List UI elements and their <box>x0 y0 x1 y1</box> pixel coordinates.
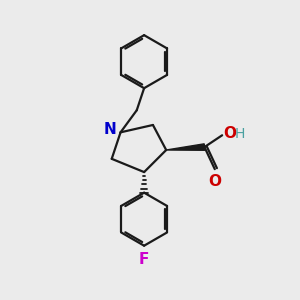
Text: O: O <box>224 126 237 141</box>
Text: O: O <box>208 174 221 189</box>
Polygon shape <box>166 144 205 150</box>
Text: F: F <box>139 252 149 267</box>
Text: H: H <box>235 127 245 141</box>
Text: N: N <box>103 122 116 137</box>
